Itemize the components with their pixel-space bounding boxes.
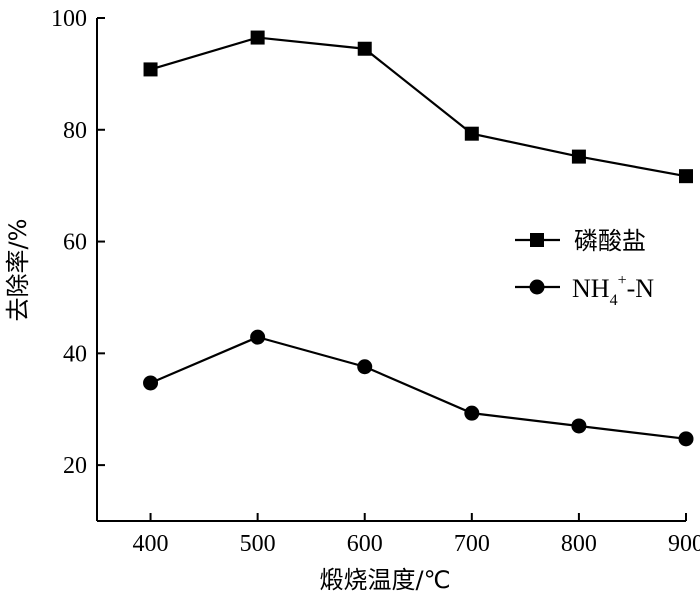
legend-label-ammonia-base: NH <box>572 274 610 303</box>
legend-label-ammonia: NH4+-N <box>572 272 654 309</box>
x-tick-label: 400 <box>133 531 169 557</box>
y-tick-label: 20 <box>63 453 87 479</box>
series-1-point <box>250 329 266 345</box>
series-1-point <box>678 431 694 447</box>
legend-label-ammonia-sub: 4 <box>610 292 618 309</box>
series-0-point <box>357 41 372 56</box>
series-0-point <box>143 62 158 77</box>
series-1-point <box>464 405 480 421</box>
x-tick-label: 600 <box>347 531 383 557</box>
series-1-point <box>357 359 373 375</box>
x-axis-title: 煅烧温度/℃ <box>319 566 450 594</box>
legend-label-ammonia-sup: + <box>618 272 627 289</box>
y-tick-label: 40 <box>63 341 87 367</box>
axes <box>96 18 686 522</box>
legend-marker-circle <box>529 279 545 295</box>
x-tick-label: 800 <box>561 531 597 557</box>
x-tick-label: 900 <box>668 531 700 557</box>
series-0-point <box>250 30 265 45</box>
series-1-point <box>571 418 587 434</box>
legend-marker-square <box>530 233 544 247</box>
series-1-line <box>150 335 687 440</box>
series-0-point <box>679 169 693 184</box>
series-group <box>143 30 694 447</box>
x-tick-label: 500 <box>240 531 276 557</box>
y-tick-label: 60 <box>63 230 87 256</box>
x-tick-label: 700 <box>454 531 490 557</box>
y-tick-label: 80 <box>63 118 87 144</box>
series-0-point <box>464 126 479 141</box>
ticks: 400 500 600 700 800 900 20 40 60 80 100 <box>51 6 700 557</box>
legend-label-ammonia-suffix: -N <box>627 274 655 303</box>
series-0-line <box>150 36 687 178</box>
y-axis-title: 去除率/% <box>4 219 32 322</box>
y-tick-label: 100 <box>51 6 87 32</box>
series-0-point <box>571 149 586 164</box>
legend-label-phosphate: 磷酸盐 <box>574 227 646 255</box>
series-1-point <box>143 375 159 391</box>
legend: 磷酸盐 NH4+-N <box>515 227 654 309</box>
